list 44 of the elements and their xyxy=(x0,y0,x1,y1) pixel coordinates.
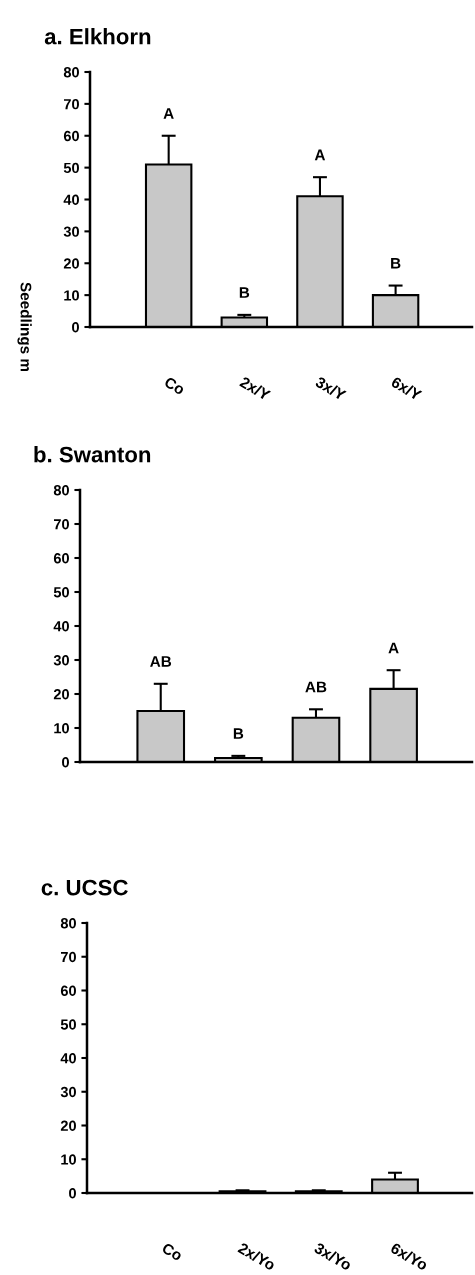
y-tick-label: 20 xyxy=(60,1120,76,1131)
y-tick-label: 80 xyxy=(63,67,79,78)
y-tick-label: 30 xyxy=(53,655,69,666)
y-tick-label: 70 xyxy=(53,519,69,530)
annotation: B xyxy=(233,728,244,739)
x-tick-label: 6x/Y xyxy=(390,375,423,402)
annotation: AB xyxy=(150,656,172,667)
annotation: AB xyxy=(305,681,327,693)
annotation: A xyxy=(163,108,174,119)
y-tick-label: 0 xyxy=(62,757,69,768)
x-tick-label: Co xyxy=(163,376,186,396)
annotation: A xyxy=(388,642,399,654)
y-tick-label: 10 xyxy=(64,290,79,301)
y-tick-label: 0 xyxy=(72,322,79,333)
y-tick-label: 60 xyxy=(53,553,69,564)
y-tick-label: 30 xyxy=(60,1086,76,1098)
y-tick-label: 60 xyxy=(60,985,76,996)
y-tick-label: 0 xyxy=(69,1188,76,1199)
y-tick-label: 80 xyxy=(53,485,69,496)
x-tick-label: Co xyxy=(161,1242,184,1262)
annotation: B xyxy=(239,287,250,298)
chart-title: c. UCSC xyxy=(41,879,128,896)
y-tick-label: 50 xyxy=(63,162,79,174)
y-tick-label: 80 xyxy=(60,918,76,929)
y-tick-label: 30 xyxy=(63,226,79,237)
chart-title: a. Elkhorn xyxy=(44,28,151,45)
x-tick-label: 3x/Y xyxy=(314,375,347,402)
y-tick-label: 40 xyxy=(60,1053,76,1064)
y-axis-title: Seedlings m xyxy=(17,282,32,372)
y-tick-label: 50 xyxy=(53,587,69,598)
y-tick-label: 70 xyxy=(63,98,79,110)
y-tick-label: 60 xyxy=(63,130,79,142)
chart-title: b. Swanton xyxy=(34,446,151,463)
x-tick-label: 2x/Y xyxy=(239,375,272,402)
y-tick-label: 20 xyxy=(63,258,79,269)
annotation: B xyxy=(391,257,401,269)
y-tick-label: 50 xyxy=(60,1019,76,1030)
y-tick-label: 20 xyxy=(53,689,69,700)
annotation: A xyxy=(314,149,326,161)
y-tick-label: 10 xyxy=(61,1154,76,1165)
y-tick-label: 10 xyxy=(54,723,69,734)
y-tick-label: 40 xyxy=(53,621,69,632)
y-tick-label: 40 xyxy=(63,194,79,205)
y-tick-label: 70 xyxy=(60,951,76,963)
